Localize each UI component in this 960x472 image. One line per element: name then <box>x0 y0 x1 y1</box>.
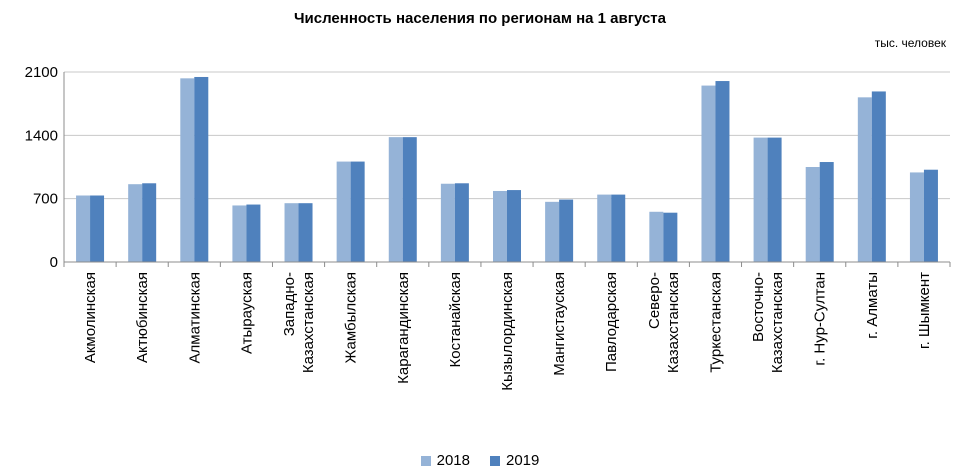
unit-label: тыс. человек <box>874 36 946 50</box>
bar-2018 <box>649 211 664 262</box>
legend: 2018 2019 <box>0 452 960 469</box>
bar-2018 <box>545 201 560 262</box>
chart-title: Численность населения по регионам на 1 а… <box>294 10 666 27</box>
x-category-label: Жамбылская <box>343 272 360 364</box>
y-tick-label: 2100 <box>25 64 58 81</box>
bar-2019 <box>871 91 886 262</box>
x-category-label: Акмолинская <box>82 272 99 363</box>
bar-2018 <box>701 85 716 262</box>
bar-2019 <box>142 183 157 262</box>
bar-2019 <box>298 203 313 262</box>
bar-2019 <box>611 194 626 262</box>
x-category-label: Туркестанская <box>707 272 724 373</box>
bar-2019 <box>90 195 105 262</box>
bar-2019 <box>454 183 469 262</box>
bar-2018 <box>857 97 872 262</box>
x-category-label: Актюбинская <box>134 272 151 363</box>
bar-2018 <box>909 172 924 262</box>
bar-2019 <box>767 137 782 262</box>
bar-2019 <box>715 81 730 262</box>
x-category-label: Карагандинская <box>395 272 412 384</box>
bar-2019 <box>350 161 365 262</box>
x-category-label: Казахстанская <box>300 272 317 373</box>
x-category-label: г. Шымкент <box>916 272 933 349</box>
bar-2018 <box>493 190 507 262</box>
x-category-label: Казахстанская <box>769 272 786 373</box>
legend-item-2019: 2019 <box>490 452 539 469</box>
x-category-label: г. Алматы <box>864 272 881 339</box>
x-category-label: Кызылординская <box>499 272 516 391</box>
bar-2019 <box>246 204 261 262</box>
bar-2018 <box>232 205 247 262</box>
x-category-label: Мангистауская <box>551 272 568 376</box>
bar-2019 <box>559 199 574 262</box>
legend-swatch-2019 <box>490 455 500 466</box>
y-tick-label: 700 <box>33 191 58 208</box>
legend-label-2018: 2018 <box>436 452 470 469</box>
bar-2018 <box>180 78 195 262</box>
bar-2019 <box>194 76 209 262</box>
x-category-label: Алматинская <box>186 272 203 363</box>
x-category-label: Костанайская <box>447 272 464 368</box>
x-category-label: Восточно- <box>750 272 767 342</box>
legend-swatch-2018 <box>420 455 431 466</box>
x-category-label: г. Нур-Султан <box>812 272 829 366</box>
y-tick-label: 0 <box>50 254 58 271</box>
legend-label-2019: 2019 <box>506 452 540 469</box>
x-category-label: Атырауская <box>238 272 255 354</box>
bar-2018 <box>388 137 403 262</box>
y-tick-label: 1400 <box>25 127 58 144</box>
bar-2019 <box>663 212 678 262</box>
legend-item-2018: 2018 <box>420 452 470 469</box>
bar-2018 <box>805 167 820 262</box>
bar-2018 <box>284 203 299 262</box>
bar-2018 <box>336 161 351 262</box>
bar-2019 <box>402 137 417 262</box>
bar-2018 <box>597 194 612 262</box>
bar-2018 <box>76 195 91 262</box>
bar-2019 <box>507 190 521 262</box>
bar-2018 <box>440 183 455 262</box>
x-category-label: Павлодарская <box>603 272 620 372</box>
x-category-label: Казахстанская <box>665 272 682 373</box>
x-category-label: Западно- <box>281 272 298 336</box>
bar-2018 <box>753 137 768 262</box>
bar-2019 <box>923 169 938 262</box>
bar-2019 <box>819 162 834 262</box>
bar-2018 <box>128 184 143 262</box>
x-category-label: Северо- <box>646 272 663 329</box>
